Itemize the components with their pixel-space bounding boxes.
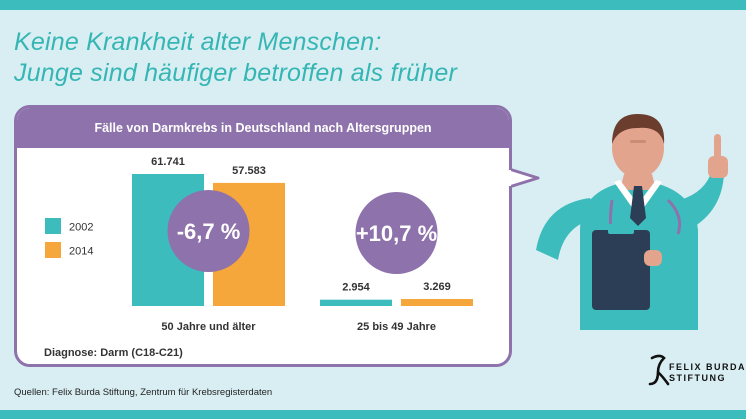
bar-2002-1	[320, 299, 392, 306]
top-accent-bar	[0, 0, 746, 10]
legend-label-2002: 2002	[69, 222, 93, 234]
logo-line-2: STIFTUNG	[669, 373, 726, 383]
change-circle-1	[355, 192, 438, 274]
data-label-2014-0: 57.583	[232, 165, 266, 177]
data-label-2002-0: 61.741	[151, 156, 185, 168]
speech-bubble-tail	[508, 167, 540, 189]
bottom-accent-bar	[0, 410, 746, 419]
bar-chart: 61.741 57.583 50 Jahre und älter -6,7 % 2.95…	[44, 156, 473, 359]
logo-text: FELIX BURDA STIFTUNG	[669, 362, 746, 384]
change-circle-0	[167, 190, 250, 272]
change-label-0: -6,7 %	[177, 219, 241, 244]
legend-swatch-2014	[45, 242, 61, 258]
headline: Keine Krankheit alter Menschen: Junge si…	[14, 27, 457, 89]
headline-line-1: Keine Krankheit alter Menschen:	[14, 28, 382, 56]
headline-line-2: Junge sind häufiger betroffen als früher	[14, 59, 457, 87]
bar-2014-1	[401, 299, 473, 306]
change-label-1: +10,7 %	[356, 221, 437, 246]
sources-note: Quellen: Felix Burda Stiftung, Zentrum f…	[14, 387, 273, 398]
legend-swatch-2002	[45, 218, 61, 234]
category-label-0: 50 Jahre und älter	[161, 321, 256, 333]
data-label-2014-1: 3.269	[423, 281, 451, 293]
diagnosis-note: Diagnose: Darm (C18-C21)	[44, 347, 183, 359]
logo-line-1: FELIX BURDA	[669, 362, 746, 372]
chart-panel: Fälle von Darmkrebs in Deutschland nach …	[14, 105, 512, 367]
doctor-illustration	[536, 114, 728, 330]
chart-title: Fälle von Darmkrebs in Deutschland nach …	[17, 108, 509, 148]
data-label-2002-1: 2.954	[342, 282, 370, 294]
legend-label-2014: 2014	[69, 246, 93, 258]
felix-burda-logo-icon	[648, 354, 670, 386]
category-label-1: 25 bis 49 Jahre	[357, 321, 436, 333]
